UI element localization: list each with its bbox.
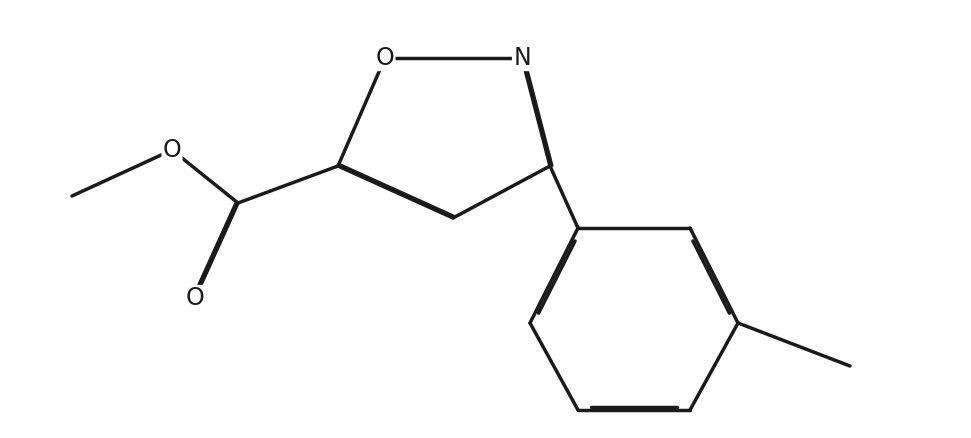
Text: O: O	[185, 286, 204, 310]
Text: O: O	[376, 46, 394, 70]
Text: N: N	[513, 46, 531, 70]
Text: O: O	[162, 138, 182, 162]
